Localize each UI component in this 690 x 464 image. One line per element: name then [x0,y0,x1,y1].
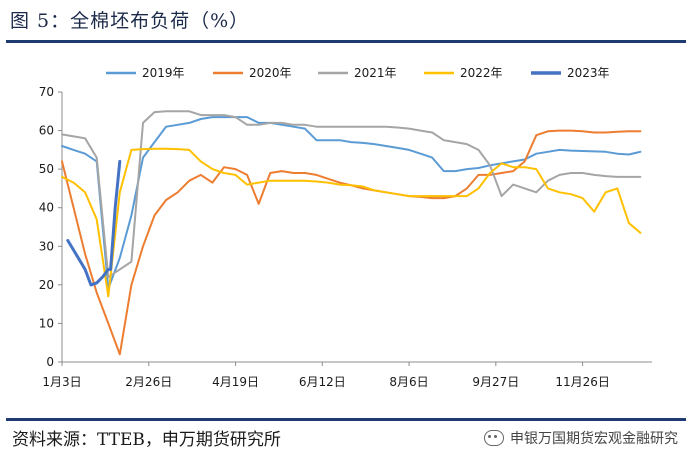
source-note: 资料来源：TTEB，申万期货研究所 [12,430,281,450]
series-line-2021年 [61,110,642,279]
title-rule [6,40,686,43]
series-line-2023年 [66,159,122,287]
plot-area [61,110,642,356]
series-line-2022年 [61,147,642,298]
y-tick-label: 30 [39,239,54,253]
series-line-2019年 [61,116,642,290]
legend-label: 2021年 [354,66,397,80]
legend-label: 2023年 [567,66,610,80]
x-tick-label: 2月26日 [125,375,172,389]
y-tick-label: 20 [39,278,54,292]
series-line-2020年 [61,129,642,356]
source-rule [6,418,686,421]
chart-legend: 2019年 2020年 2021年 2022年 2023年 [106,66,610,80]
line-chart: 2019年 2020年 2021年 2022年 2023年 0 10 20 30 40 50 60 7… [39,66,652,389]
x-tick-label: 11月26日 [555,375,610,389]
x-axis: 1月3日 2月26日 4月19日 6月12日 8月6日 9月27日 11月26日 [42,361,652,389]
figure-title: 图 5：全棉坯布负荷（%） [10,10,250,32]
x-tick-label: 8月6日 [389,375,428,389]
x-tick-label: 1月3日 [42,375,81,389]
y-tick-label: 10 [39,316,54,330]
x-tick-label: 9月27日 [472,375,519,389]
x-tick-label: 4月19日 [212,375,259,389]
y-axis: 0 10 20 30 40 50 60 70 [39,85,63,369]
x-tick-label: 6月12日 [299,375,346,389]
watermark-text: 申银万国期货宏观金融研究 [510,431,678,447]
legend-label: 2022年 [460,66,503,80]
legend-label: 2019年 [142,66,185,80]
y-tick-label: 0 [46,355,54,369]
y-tick-label: 70 [39,85,54,99]
y-tick-label: 50 [39,162,54,176]
y-tick-label: 40 [39,201,54,215]
legend-label: 2020年 [249,66,292,80]
wechat-icon [484,430,504,446]
watermark: 申银万国期货宏观金融研究 [484,428,678,448]
y-tick-label: 60 [39,124,54,138]
